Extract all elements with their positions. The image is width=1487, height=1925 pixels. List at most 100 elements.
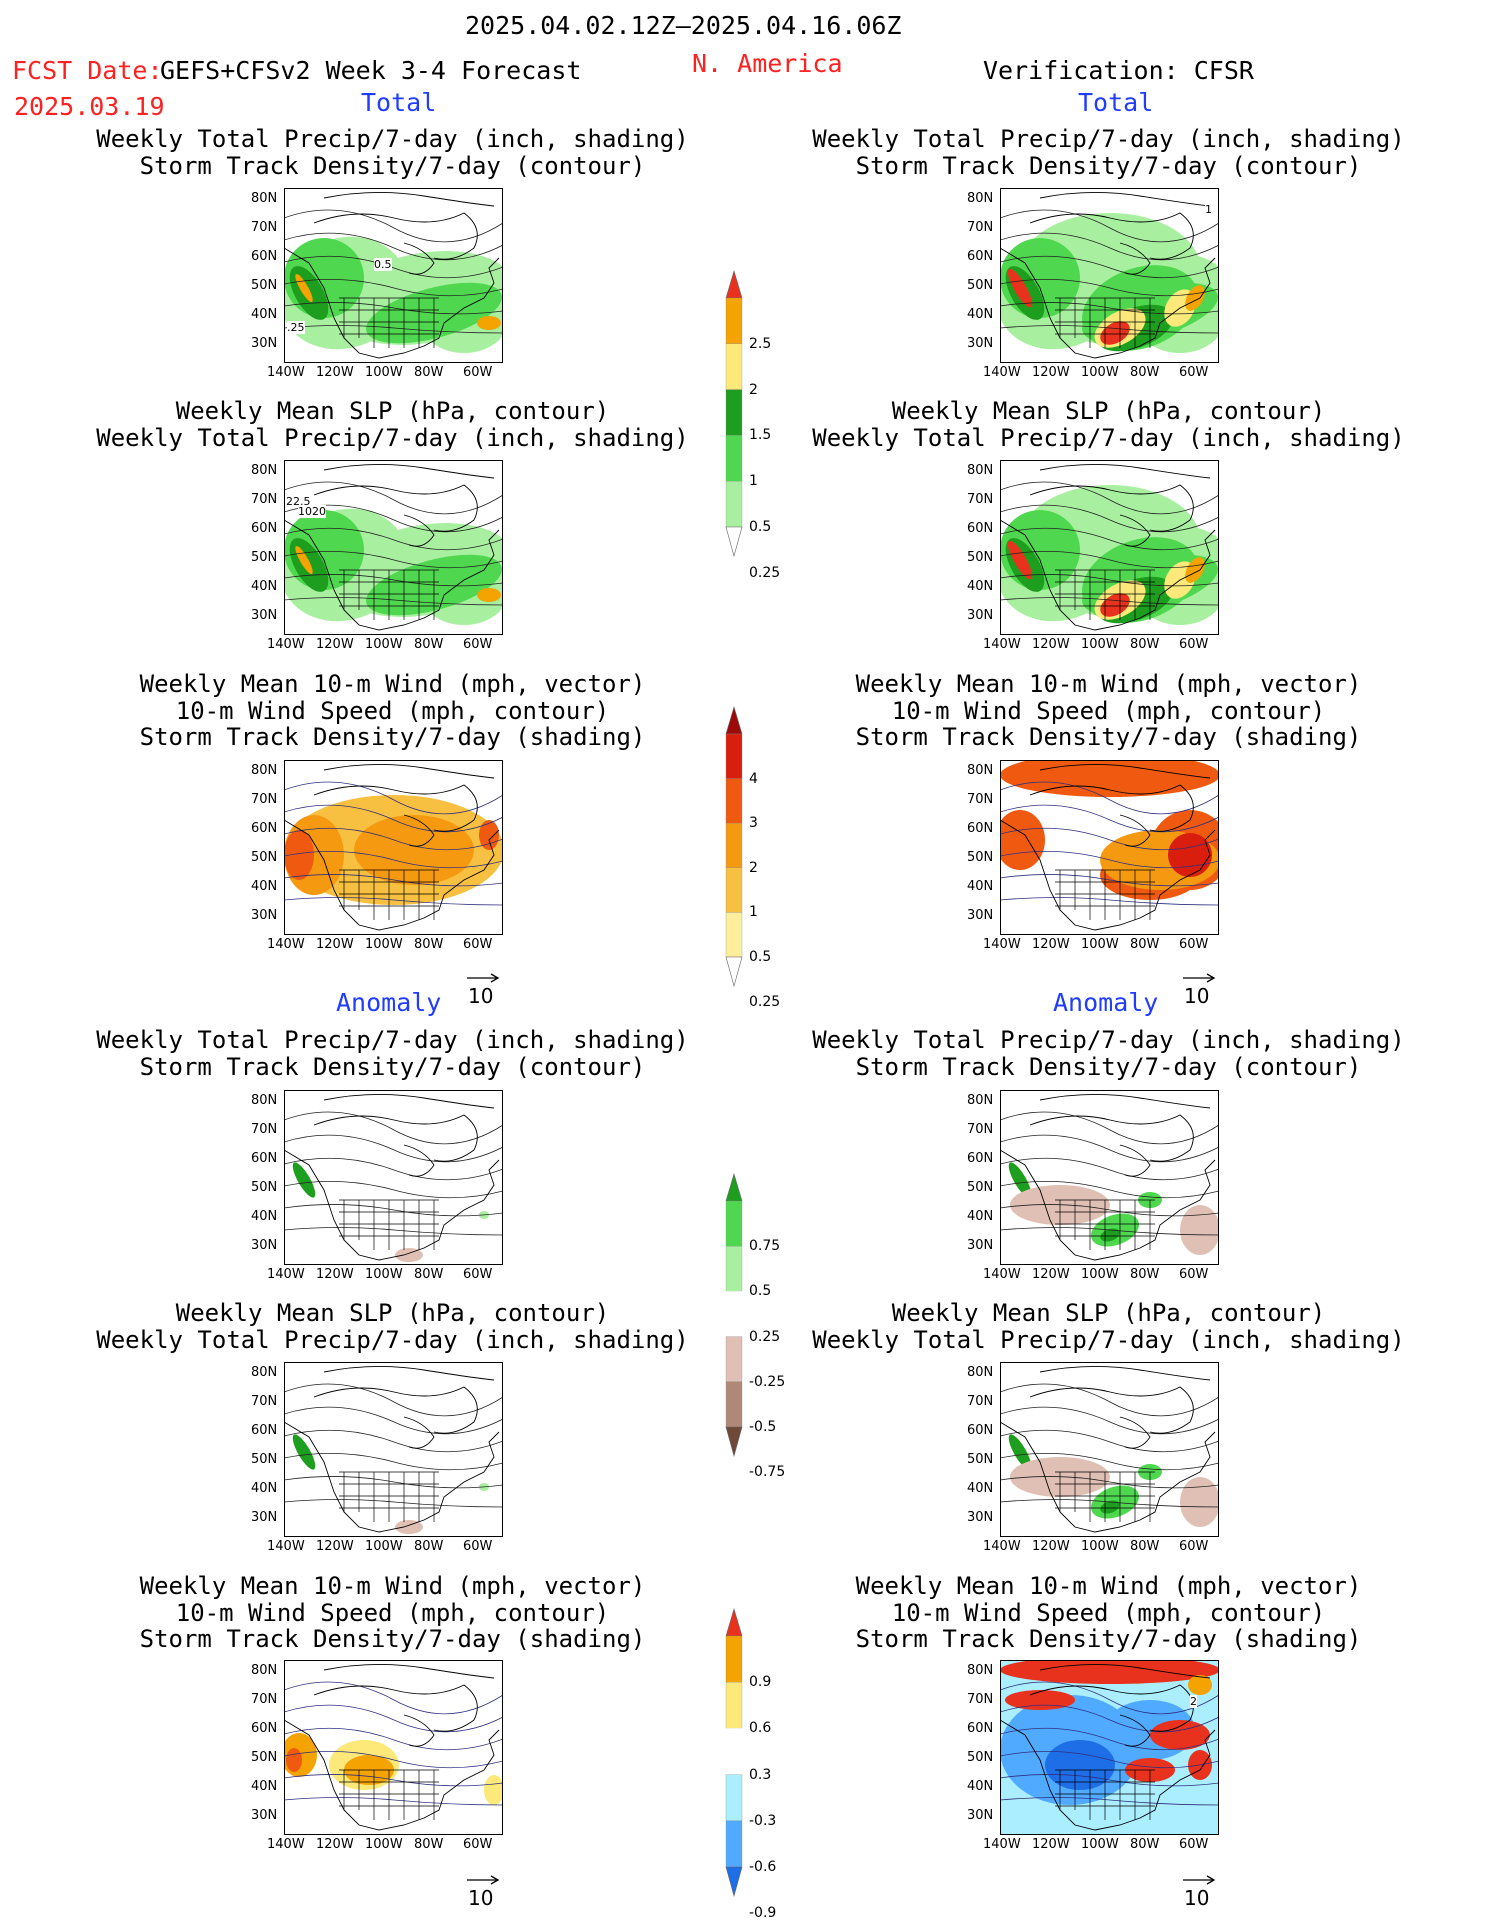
contour-label: 22.5 xyxy=(286,495,311,508)
lon-tick-label: 80W xyxy=(1130,365,1160,380)
lat-tick-label: 80N xyxy=(251,1093,278,1108)
state-borders xyxy=(339,869,439,920)
lon-tick-label: 120W xyxy=(1032,365,1070,380)
lon-tick-label: 80W xyxy=(414,637,444,652)
lon-tick-label: 140W xyxy=(983,1837,1021,1852)
state-borders xyxy=(1055,1471,1155,1522)
lat-tick-label: 70N xyxy=(967,1122,994,1137)
title-line: Weekly Total Precip/7-day (inch, shading… xyxy=(96,1026,689,1054)
colorbar-storm_anom xyxy=(725,1607,743,1901)
fcst-date: 2025.03.19 xyxy=(14,92,165,121)
lon-tick-label: 100W xyxy=(365,1539,403,1554)
lat-tick-label: 40N xyxy=(251,1779,278,1794)
contours xyxy=(1000,1111,1219,1236)
state-borders xyxy=(1055,1199,1155,1250)
section-anomaly-right: Anomaly xyxy=(1053,988,1159,1017)
lat-tick-label: 50N xyxy=(967,1180,994,1195)
contours xyxy=(284,1383,503,1508)
lat-tick-label: 60N xyxy=(251,249,278,264)
lon-tick-label: 60W xyxy=(463,365,493,380)
title-r5: Weekly Mean SLP (hPa, contour) Weekly To… xyxy=(786,1300,1431,1353)
lon-tick-label: 60W xyxy=(463,937,493,952)
lon-tick-label: 140W xyxy=(267,1267,305,1282)
contours xyxy=(284,1681,503,1806)
contours xyxy=(1000,481,1219,606)
lat-tick-label: 30N xyxy=(251,1510,278,1525)
lat-tick-label: 30N xyxy=(967,1510,994,1525)
lat-tick-label: 80N xyxy=(967,191,994,206)
contour-label: 2 xyxy=(1190,1695,1197,1708)
colorbar-label: -0.25 xyxy=(749,1373,786,1390)
right-arrow-icon xyxy=(467,973,500,983)
lat-tick-label: 60N xyxy=(251,521,278,536)
lat-tick-label: 50N xyxy=(251,850,278,865)
state-borders xyxy=(339,1769,439,1820)
lat-tick-label: 30N xyxy=(251,908,278,923)
contour-label: 1 xyxy=(1205,203,1212,216)
colorbar-storm_total xyxy=(725,705,743,991)
title-line: 10-m Wind Speed (mph, contour) xyxy=(175,1598,610,1627)
lon-tick-label: 60W xyxy=(463,1267,493,1282)
lon-tick-label: 60W xyxy=(1179,1539,1209,1554)
colorbar-label: 1.5 xyxy=(749,427,772,444)
right-arrow-icon xyxy=(1183,1875,1216,1885)
lat-tick-label: 50N xyxy=(251,1452,278,1467)
title-line: 10-m Wind Speed (mph, contour) xyxy=(891,696,1326,725)
lon-tick-label: 120W xyxy=(316,637,354,652)
lat-tick-label: 40N xyxy=(251,579,278,594)
contours xyxy=(1000,209,1219,334)
lon-tick-label: 120W xyxy=(1032,1837,1070,1852)
map-forecast-storm xyxy=(284,760,503,935)
contours xyxy=(284,781,503,906)
lat-tick-label: 70N xyxy=(967,492,994,507)
title-r4: Weekly Total Precip/7-day (inch, shading… xyxy=(786,1027,1431,1080)
lat-tick-label: 60N xyxy=(967,521,994,536)
map-forecast-panom xyxy=(284,1090,503,1265)
colorbar-label: -0.9 xyxy=(749,1905,777,1922)
title-line: Weekly Mean SLP (hPa, contour) xyxy=(175,1299,610,1327)
state-borders xyxy=(1055,1769,1155,1820)
lon-tick-label: 80W xyxy=(1130,1539,1160,1554)
lon-tick-label: 100W xyxy=(1081,637,1119,652)
verification-label: Verification: CFSR xyxy=(983,56,1254,85)
colorbar-precip_anom xyxy=(725,1172,743,1461)
colorbar-label: -0.6 xyxy=(749,1859,777,1875)
title-line: Weekly Total Precip/7-day (inch, shading… xyxy=(812,423,1405,452)
lat-tick-label: 30N xyxy=(251,336,278,351)
lon-tick-label: 140W xyxy=(267,637,305,652)
lon-tick-label: 120W xyxy=(316,937,354,952)
lon-tick-label: 140W xyxy=(267,365,305,380)
lon-tick-label: 100W xyxy=(1081,1267,1119,1282)
lon-tick-label: 60W xyxy=(463,637,493,652)
coastlines xyxy=(1000,1093,1216,1261)
title-line: Storm Track Density/7-day (contour) xyxy=(139,1052,646,1081)
lat-tick-label: 30N xyxy=(967,1238,994,1253)
colorbar-label: 0.5 xyxy=(749,1283,772,1300)
lon-tick-label: 60W xyxy=(463,1837,493,1852)
lat-tick-label: 80N xyxy=(967,763,994,778)
lat-tick-label: 50N xyxy=(251,278,278,293)
vector-ref-label: 10 xyxy=(1184,1886,1210,1910)
coastlines xyxy=(1000,763,1216,931)
section-total-right: Total xyxy=(1078,88,1154,117)
title-line: Weekly Total Precip/7-day (inch, shading… xyxy=(812,125,1405,153)
lon-tick-label: 60W xyxy=(1179,937,1209,952)
title-line: Storm Track Density/7-day (shading) xyxy=(855,723,1362,751)
lat-tick-label: 70N xyxy=(967,220,994,235)
lat-tick-label: 40N xyxy=(967,1779,994,1794)
lat-tick-label: 60N xyxy=(967,821,994,836)
map-verification-slpanom xyxy=(1000,1362,1219,1537)
vector-ref-label: 10 xyxy=(1184,984,1210,1008)
lat-tick-label: 50N xyxy=(251,1750,278,1765)
vector-ref-l3: 10 xyxy=(466,968,500,1008)
lat-tick-label: 60N xyxy=(251,1423,278,1438)
lon-tick-label: 100W xyxy=(1081,365,1119,380)
state-borders xyxy=(339,1471,439,1522)
title-line: Storm Track Density/7-day (shading) xyxy=(139,1625,646,1653)
title-line: Storm Track Density/7-day (contour) xyxy=(855,1052,1362,1081)
contours xyxy=(284,1111,503,1236)
vector-ref-label: 10 xyxy=(468,984,494,1008)
right-arrow-icon xyxy=(467,1875,500,1885)
colorbar-label: 0.5 xyxy=(749,519,772,535)
lat-tick-label: 30N xyxy=(967,336,994,351)
